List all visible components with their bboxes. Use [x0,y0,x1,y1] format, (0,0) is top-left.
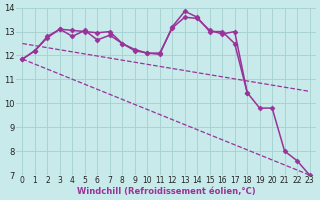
X-axis label: Windchill (Refroidissement éolien,°C): Windchill (Refroidissement éolien,°C) [77,187,255,196]
